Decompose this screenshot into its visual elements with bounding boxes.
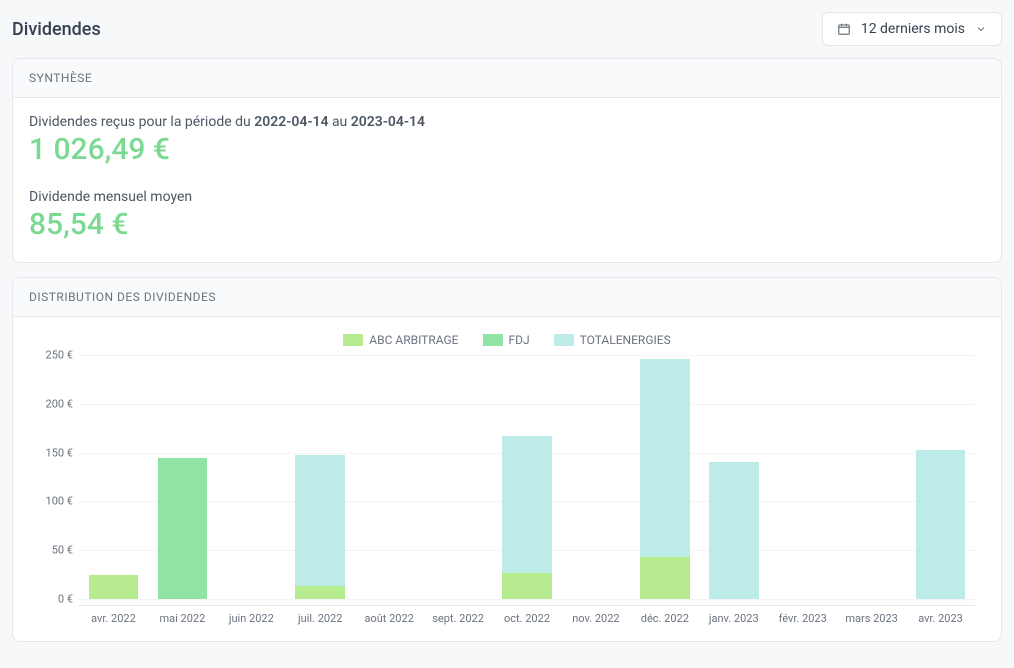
bar-segment[interactable] [640,359,690,557]
period-selector[interactable]: 12 derniers mois [822,12,1002,46]
legend-item[interactable]: FDJ [483,333,530,347]
y-axis: 0 €50 €100 €150 €200 €250 € [29,355,79,599]
y-tick-label: 50 € [52,544,73,557]
bar-stack [847,355,897,599]
x-axis: avr. 2022mai 2022juin 2022juil. 2022août… [79,605,975,625]
gridline [79,599,975,600]
bar-segment[interactable] [640,557,690,599]
page-title: Dividendes [12,19,101,40]
bar-segment[interactable] [709,462,759,599]
x-tick-label: nov. 2022 [561,606,630,625]
bar-stack [89,355,139,599]
calendar-icon [837,22,851,36]
bar-segment[interactable] [916,450,966,599]
legend-swatch [483,334,503,346]
summary-period-start: 2022-04-14 [254,114,328,130]
bar-segment[interactable] [502,436,552,573]
bar-slot [355,355,424,599]
x-tick-label: juin 2022 [217,606,286,625]
chart-legend: ABC ARBITRAGE FDJ TOTALENERGIES [29,333,985,347]
summary-period-mid: au [328,114,350,130]
distribution-card: DISTRIBUTION DES DIVIDENDES ABC ARBITRAG… [12,277,1002,642]
x-tick-label: oct. 2022 [493,606,562,625]
summary-total-value: 1 026,49 € [29,132,985,167]
legend-label: FDJ [509,333,530,347]
x-tick-label: avr. 2022 [79,606,148,625]
bar-slot [217,355,286,599]
bar-segment[interactable] [89,575,139,599]
summary-period-end: 2023-04-14 [351,114,425,130]
bar-slot [286,355,355,599]
legend-label: ABC ARBITRAGE [369,333,458,347]
bar-segment[interactable] [158,458,208,599]
distribution-card-body: ABC ARBITRAGE FDJ TOTALENERGIES 0 € 50 € 100… [13,317,1001,641]
x-tick-label: déc. 2022 [630,606,699,625]
x-tick-label: mars 2023 [837,606,906,625]
bar-slot [561,355,630,599]
bar-stack [916,355,966,599]
legend-swatch [554,334,574,346]
legend-item[interactable]: TOTALENERGIES [554,333,671,347]
bar-slot [493,355,562,599]
y-tick-label: 0 € [58,593,73,606]
x-tick-label: sept. 2022 [424,606,493,625]
bar-slot [79,355,148,599]
bar-slot [424,355,493,599]
bar-stack [502,355,552,599]
bar-segment[interactable] [295,455,345,587]
bar-slot [630,355,699,599]
summary-monthly-value: 85,54 € [29,207,985,242]
x-tick-label: févr. 2023 [768,606,837,625]
chart: 0 €50 €100 €150 €200 €250 € avr. 2022mai… [29,355,985,625]
bar-slot [768,355,837,599]
x-tick-label: janv. 2023 [699,606,768,625]
bar-segment[interactable] [295,586,345,599]
page-header: Dividendes 12 derniers mois [12,12,1002,46]
bar-stack [709,355,759,599]
x-tick-label: avr. 2023 [906,606,975,625]
bar-slot [837,355,906,599]
summary-card-title: SYNTHÈSE [13,59,1001,98]
bar-stack [158,355,208,599]
distribution-card-title: DISTRIBUTION DES DIVIDENDES [13,278,1001,317]
legend-swatch [343,334,363,346]
bar-segment[interactable] [502,573,552,599]
x-tick-label: août 2022 [355,606,424,625]
legend-item[interactable]: ABC ARBITRAGE [343,333,458,347]
bar-slot [148,355,217,599]
summary-card-body: Dividendes reçus pour la période du 2022… [13,98,1001,262]
x-tick-label: juil. 2022 [286,606,355,625]
summary-monthly-label: Dividende mensuel moyen [29,189,985,205]
bar-stack [571,355,621,599]
chevron-down-icon [975,23,987,35]
x-tick-label: mai 2022 [148,606,217,625]
legend-label: TOTALENERGIES [580,333,671,347]
y-tick-label: 150 € [46,446,73,459]
bar-stack [433,355,483,599]
y-tick-label: 250 € [46,349,73,362]
bar-stack [364,355,414,599]
bar-slot [699,355,768,599]
bar-stack [295,355,345,599]
period-selector-label: 12 derniers mois [861,21,965,37]
y-tick-label: 200 € [46,397,73,410]
y-tick-label: 100 € [46,495,73,508]
bar-stack [640,355,690,599]
bar-stack [227,355,277,599]
plot-area [79,355,975,599]
summary-period-prefix: Dividendes reçus pour la période du [29,114,254,130]
bar-stack [778,355,828,599]
summary-card: SYNTHÈSE Dividendes reçus pour la périod… [12,58,1002,263]
bar-slot [906,355,975,599]
summary-period-text: Dividendes reçus pour la période du 2022… [29,114,985,130]
